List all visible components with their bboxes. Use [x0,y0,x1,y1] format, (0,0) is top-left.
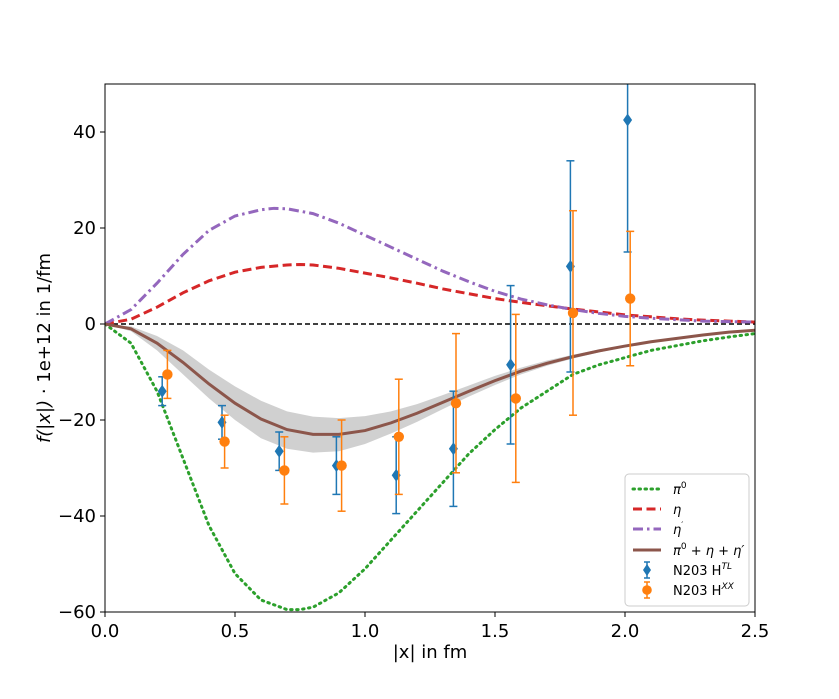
legend-box [624,473,750,607]
marker-diamond [623,113,633,127]
legend-label: N203 HTL [673,562,732,579]
x-tick-label: 0.0 [91,621,120,642]
plot-frame [104,83,756,613]
data-point-n203_xx [625,230,636,367]
series-line-etaprime [105,206,755,326]
marker-circle [625,293,636,304]
legend-entry: N203 HXX [642,581,735,599]
legend-label: η [673,503,681,518]
legend-entry: π0 [631,481,687,498]
marker-circle [219,436,230,447]
legend-label: π0 [673,481,687,498]
y-tick-label: −60 [58,602,96,623]
data-point-n203_xx [567,209,579,416]
x-tick-label: 2.5 [741,621,770,642]
legend-swatch-n203_tl [643,564,651,576]
data-point-n203_tl [274,431,284,472]
legend-swatch-n203_xx [642,585,652,595]
marker-circle [279,465,290,476]
data-point-n203_xx [450,332,462,474]
data-point-n203_xx [393,378,404,496]
series-line-pi0 [105,322,755,612]
marker-diamond [157,384,167,398]
legend-label: η′ [673,521,683,538]
marker-circle [510,393,521,404]
series-line-sum [105,322,755,436]
y-tick-label: −20 [58,410,96,431]
y-tick-label: 40 [73,122,96,143]
y-axis-label-unit: · 1e+12 in 1/fm [34,253,55,400]
y-tick-label: 0 [85,314,96,335]
legend-entry: η [633,503,681,518]
marker-circle [162,369,173,380]
legend-label: N203 HXX [673,582,735,599]
marker-diamond [274,444,284,458]
data-point-n203_xx [336,419,347,512]
x-tick-label: 1.5 [481,621,510,642]
x-tick-label: 1.0 [351,621,380,642]
legend: π0 η η′ π0 + η + η′ N203 HTL N203 HXX [624,473,750,607]
marker-diamond [506,358,516,372]
data-point-n203_xx [279,436,290,505]
marker-circle [567,307,579,319]
y-tick-label: −40 [58,506,96,527]
data-point-n203_xx [219,414,230,469]
x-tick-label: 0.5 [221,621,250,642]
legend-entry: π0 + η + η′ [633,542,744,559]
data-point-n203_xx [510,313,521,484]
x-axis-label: |x| in fm [393,642,468,663]
data-point-n203_tl [506,284,516,445]
legend-entry: η′ [633,521,683,538]
marker-circle [450,398,462,409]
marker-circle [336,460,347,471]
legend-entry: N203 HTL [643,561,732,579]
y-axis-label-func: f(|x|) [34,400,55,443]
y-axis-label: f(|x|) · 1e+12 in 1/fm [34,253,55,443]
x-tick-label: 2.0 [611,621,640,642]
marker-circle [393,431,404,442]
legend-label: π0 + η + η′ [673,542,744,559]
series-line-eta [105,262,755,326]
data-point-n203_xx [162,349,173,400]
y-tick-label: 20 [73,218,96,239]
